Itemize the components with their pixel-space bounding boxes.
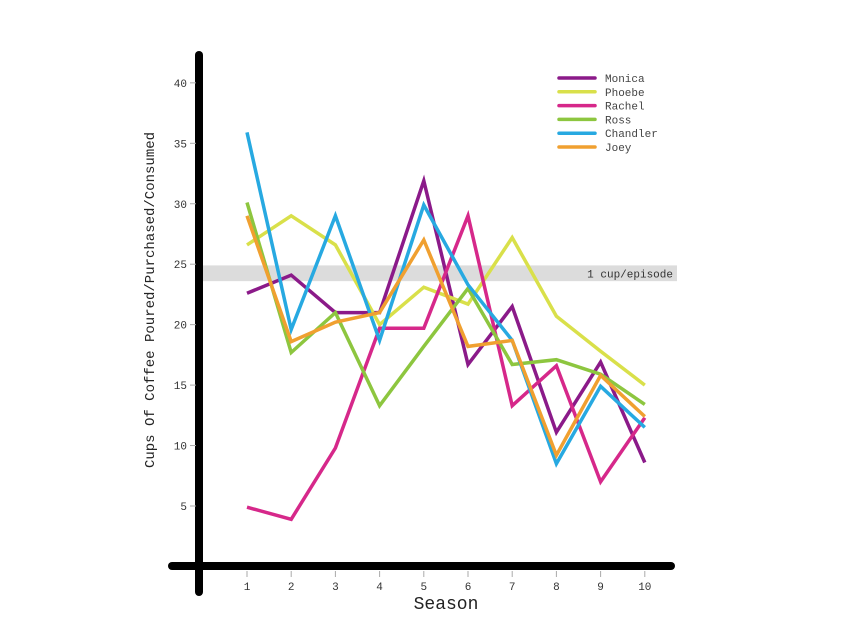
series-line-ross [245,202,646,410]
y-tick-label: 25 [174,260,187,272]
x-tick-label: 8 [553,582,560,594]
x-axis-ticks: 1 2 3 4 5 6 7 8 9 10 [244,571,651,594]
x-tick-label: 6 [465,582,472,594]
legend-label-monica: Monica [605,74,645,86]
legend-label-joey: Joey [605,143,632,155]
series-line-phoebe [246,213,646,387]
x-tick-label: 4 [376,582,383,594]
y-tick-label: 15 [174,381,187,393]
x-tick-label: 10 [638,582,651,594]
x-tick-label: 2 [288,582,295,594]
legend-label-phoebe: Phoebe [605,88,645,100]
y-tick-label: 10 [174,442,187,454]
x-axis-title: Season [414,595,479,615]
y-axis-title: Cups Of Coffee Poured/Purchased/Consumed [143,132,159,468]
series-line-joey [245,215,646,460]
x-tick-label: 3 [332,582,339,594]
y-axis-ticks: 5 10 15 20 25 30 35 40 [174,79,196,514]
y-tick-label: 20 [174,321,187,333]
legend-label-chandler: Chandler [605,129,658,141]
y-tick-label: 30 [174,200,187,212]
series-line-chandler [245,132,646,468]
x-tick-label: 9 [597,582,604,594]
y-tick-label: 35 [174,139,187,151]
y-tick-label: 5 [180,502,187,514]
legend-label-ross: Ross [605,115,631,127]
series-line-monica [246,174,647,464]
x-tick-label: 1 [244,582,251,594]
x-tick-label: 7 [509,582,516,594]
series-lines [245,132,647,522]
y-tick-label: 40 [174,79,187,91]
x-tick-label: 5 [420,582,427,594]
legend-label-rachel: Rachel [605,102,645,114]
reference-band-label: 1 cup/episode [587,269,673,281]
